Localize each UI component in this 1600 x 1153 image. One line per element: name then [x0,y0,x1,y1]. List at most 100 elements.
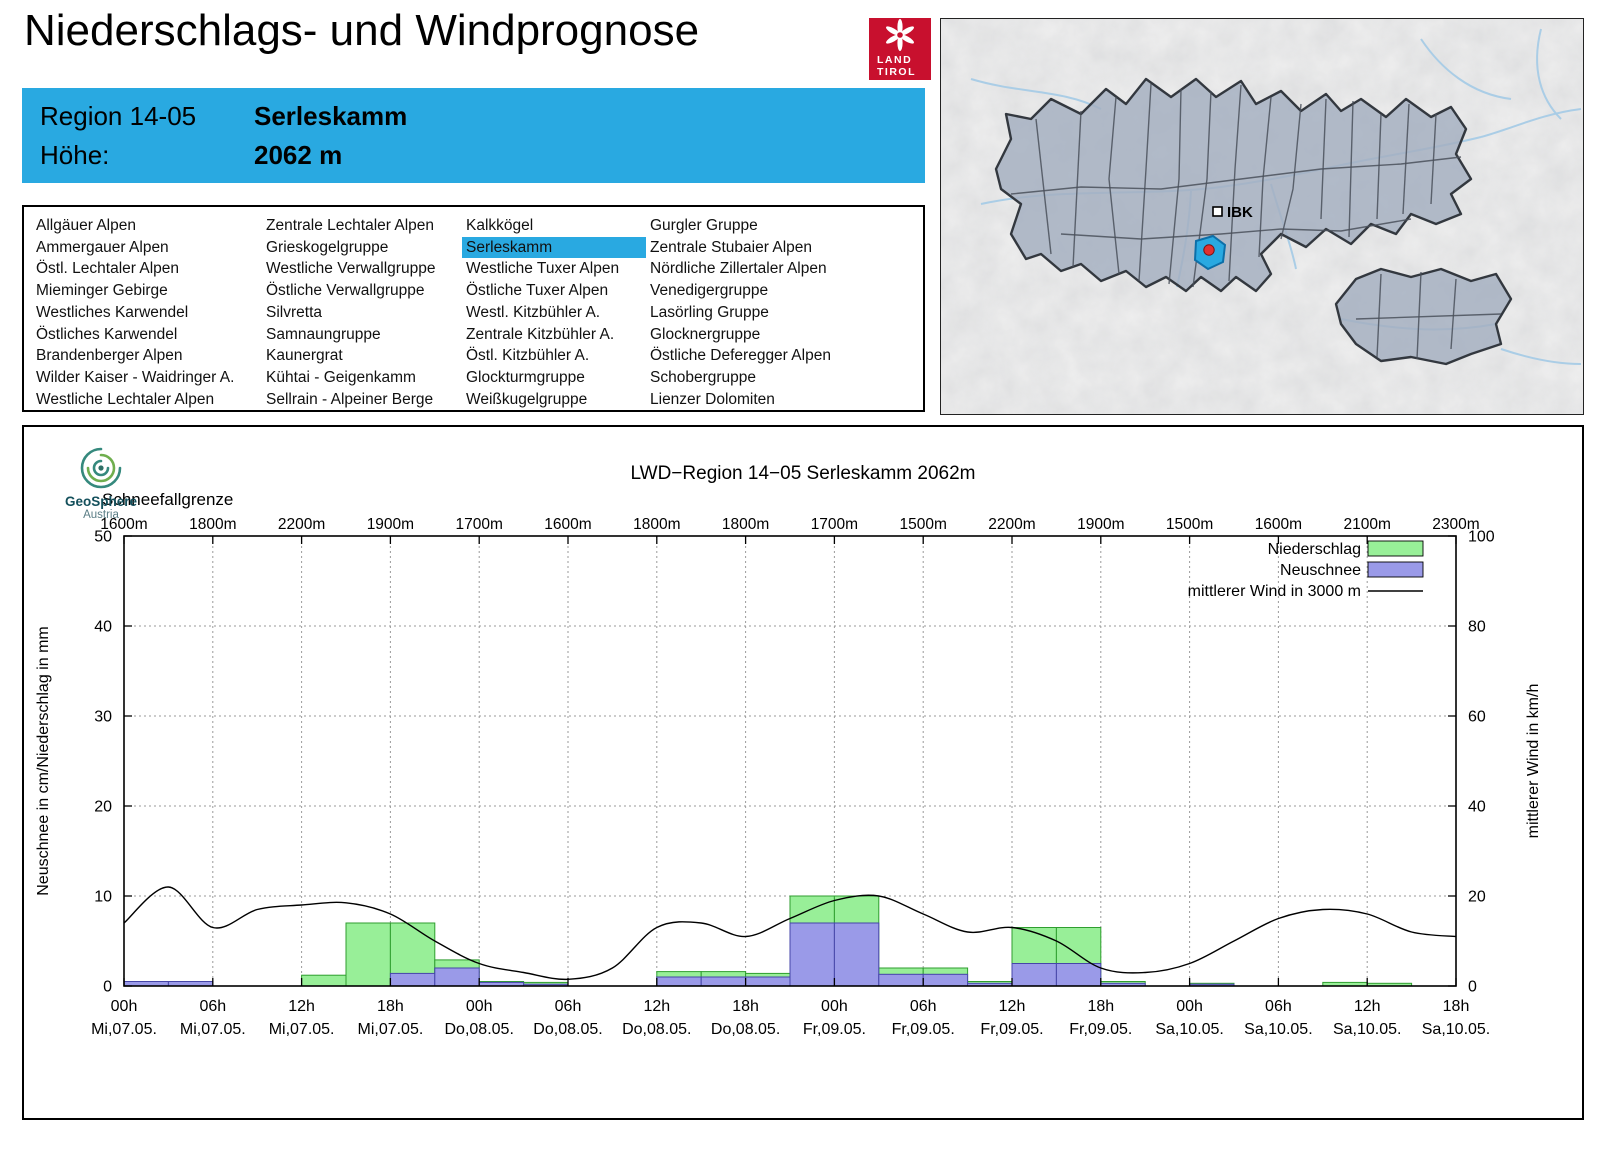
x-tick-date: Mi,07.05. [91,1021,157,1038]
x-tick-hour: 06h [199,998,226,1015]
region-list-item[interactable]: Glockturmgruppe [466,368,585,386]
snowline-value: 1600m [544,516,591,533]
region-list-item[interactable]: Westliches Karwendel [36,303,189,321]
newsnow-bar [1055,963,1102,987]
x-tick-date: Do,08.05. [445,1021,514,1038]
x-tick-date: Fr,09.05. [803,1021,866,1038]
x-tick-hour: 18h [377,998,404,1015]
map-city-label: IBK [1227,204,1253,221]
region-list-item[interactable]: Ammergauer Alpen [36,238,169,256]
x-tick-hour: 12h [999,998,1026,1015]
region-list-item[interactable]: Mieminger Gebirge [36,282,168,300]
altitude-value: 2062 m [254,140,343,170]
x-tick-date: Fr,09.05. [892,1021,955,1038]
x-tick-date: Fr,09.05. [980,1021,1043,1038]
region-list-item[interactable]: Östliche Verwallgruppe [266,282,425,300]
region-list-item[interactable]: Östl. Lechtaler Alpen [36,260,180,278]
region-list-item[interactable]: Nördliche Zillertaler Alpen [650,260,827,278]
newsnow-bar [389,972,436,987]
x-tick-hour: 06h [910,998,937,1015]
x-tick-date: Sa,10.05. [1333,1021,1402,1038]
region-list-item[interactable]: Weißkugelgruppe [466,390,588,408]
snowline-label: Schneefallgrenze [102,490,233,509]
snowline-value: 2200m [988,516,1035,533]
region-list-item[interactable]: Westliche Verwallgruppe [266,260,436,278]
region-list-item[interactable]: Schobergruppe [650,368,756,386]
x-tick-hour: 00h [111,998,138,1015]
region-name: Serleskamm [254,101,408,131]
region-list-item[interactable]: Kaunergrat [266,347,343,365]
region-list-item[interactable]: Östliches Karwendel [36,325,178,343]
x-tick-hour: 12h [643,998,670,1015]
legend-swatch [1367,540,1424,557]
x-tick-hour: 00h [1176,998,1203,1015]
tirol-overview-map: IBK [940,18,1584,415]
region-list-item[interactable]: Zentrale Kitzbühler A. [466,325,615,343]
x-tick-date: Sa,10.05. [1422,1021,1491,1038]
legend-label: mittlerer Wind in 3000 m [1188,583,1361,600]
region-list-item[interactable]: Östliche Deferegger Alpen [650,347,831,365]
region-list: Allgäuer Alpen Ammergauer Alpen Östl. Lech… [22,205,925,412]
region-list-column: Kalkkögel Serleskamm Westliche Tuxer Alpen… [462,215,646,410]
region-list-item[interactable]: Gurgler Gruppe [650,217,758,234]
region-list-item[interactable]: Brandenberger Alpen [36,347,183,365]
forecast-chart: Schneefallgrenze 1600m 1800m 2200m 1900m 1700… [35,490,1542,1038]
region-list-item[interactable]: Kalkkögel [466,217,534,234]
wind-line [123,886,1457,981]
region-list-item[interactable]: Lienzer Dolomiten [650,390,775,408]
snowline-value: 1800m [189,516,236,533]
selected-region-marker [1203,244,1215,256]
region-list-item[interactable]: Kühtai - Geigenkamm [266,368,416,386]
region-list-item[interactable]: Westliche Tuxer Alpen [466,260,620,278]
altitude-info-row: Höhe: 2062 m [40,136,925,175]
tirol-map-svg: IBK [941,19,1583,414]
region-list-column: Gurgler Gruppe Zentrale Stubaier Alpen Nör… [646,215,923,410]
precip-bar [301,974,347,987]
region-list-item[interactable]: Östl. Kitzbühler A. [466,347,590,365]
region-list-item[interactable]: Zentrale Stubaier Alpen [650,238,812,256]
region-list-item[interactable]: Serleskamm [462,236,646,259]
x-tick-hour: 18h [1087,998,1114,1015]
y-right-tick: 80 [1468,619,1486,636]
region-list-item[interactable]: Glocknergruppe [650,325,761,343]
x-tick-date: Do,08.05. [711,1021,780,1038]
region-list-item[interactable]: Silvretta [266,303,322,321]
snowline-value: 1900m [1077,516,1124,533]
region-list-item[interactable]: Lasörling Gruppe [650,303,769,321]
snowline-value: 1800m [633,516,680,533]
y-left-tick: 0 [103,979,112,996]
newsnow-bar [745,976,791,987]
x-tick-date: Mi,07.05. [180,1021,246,1038]
region-list-item[interactable]: Allgäuer Alpen [36,217,136,234]
x-tick-date: Sa,10.05. [1155,1021,1224,1038]
region-list-item[interactable]: Sellrain - Alpeiner Berge [266,390,434,408]
geosphere-spiral-icon [80,447,122,489]
altitude-label: Höhe: [40,140,110,170]
x-tick-hour: 18h [732,998,759,1015]
region-list-item[interactable]: Samnaungruppe [266,325,381,343]
region-list-item[interactable]: Venedigergruppe [650,282,769,300]
legend-label: Neuschnee [1280,562,1361,579]
region-list-item[interactable]: Westliche Lechtaler Alpen [36,390,215,408]
snowline-value: 1600m [100,516,147,533]
region-list-item[interactable]: Zentrale Lechtaler Alpen [266,217,435,234]
region-list-item[interactable]: Westl. Kitzbühler A. [466,303,601,321]
legend-label: Niederschlag [1268,541,1361,558]
newsnow-bar [434,967,480,987]
region-list-item[interactable]: Östliche Tuxer Alpen [466,282,609,300]
x-tick-hour: 12h [288,998,315,1015]
snowline-value: 1800m [722,516,769,533]
y-left-tick: 10 [94,889,112,906]
region-list-item[interactable]: Wilder Kaiser - Waidringer A. [36,368,235,386]
x-tick-date: Do,08.05. [533,1021,602,1038]
region-info-row: Region 14-05 Serleskamm [40,97,925,136]
snowline-value: 2200m [278,516,325,533]
newsnow-bar [656,976,702,987]
region-list-column: Allgäuer Alpen Ammergauer Alpen Östl. Lech… [32,215,262,410]
legend-swatch [1367,561,1424,578]
geosphere-country: Austria [83,509,119,521]
x-tick-date: Do,08.05. [622,1021,691,1038]
y-left-tick: 30 [94,709,112,726]
region-list-item[interactable]: Grieskogelgruppe [266,238,389,256]
